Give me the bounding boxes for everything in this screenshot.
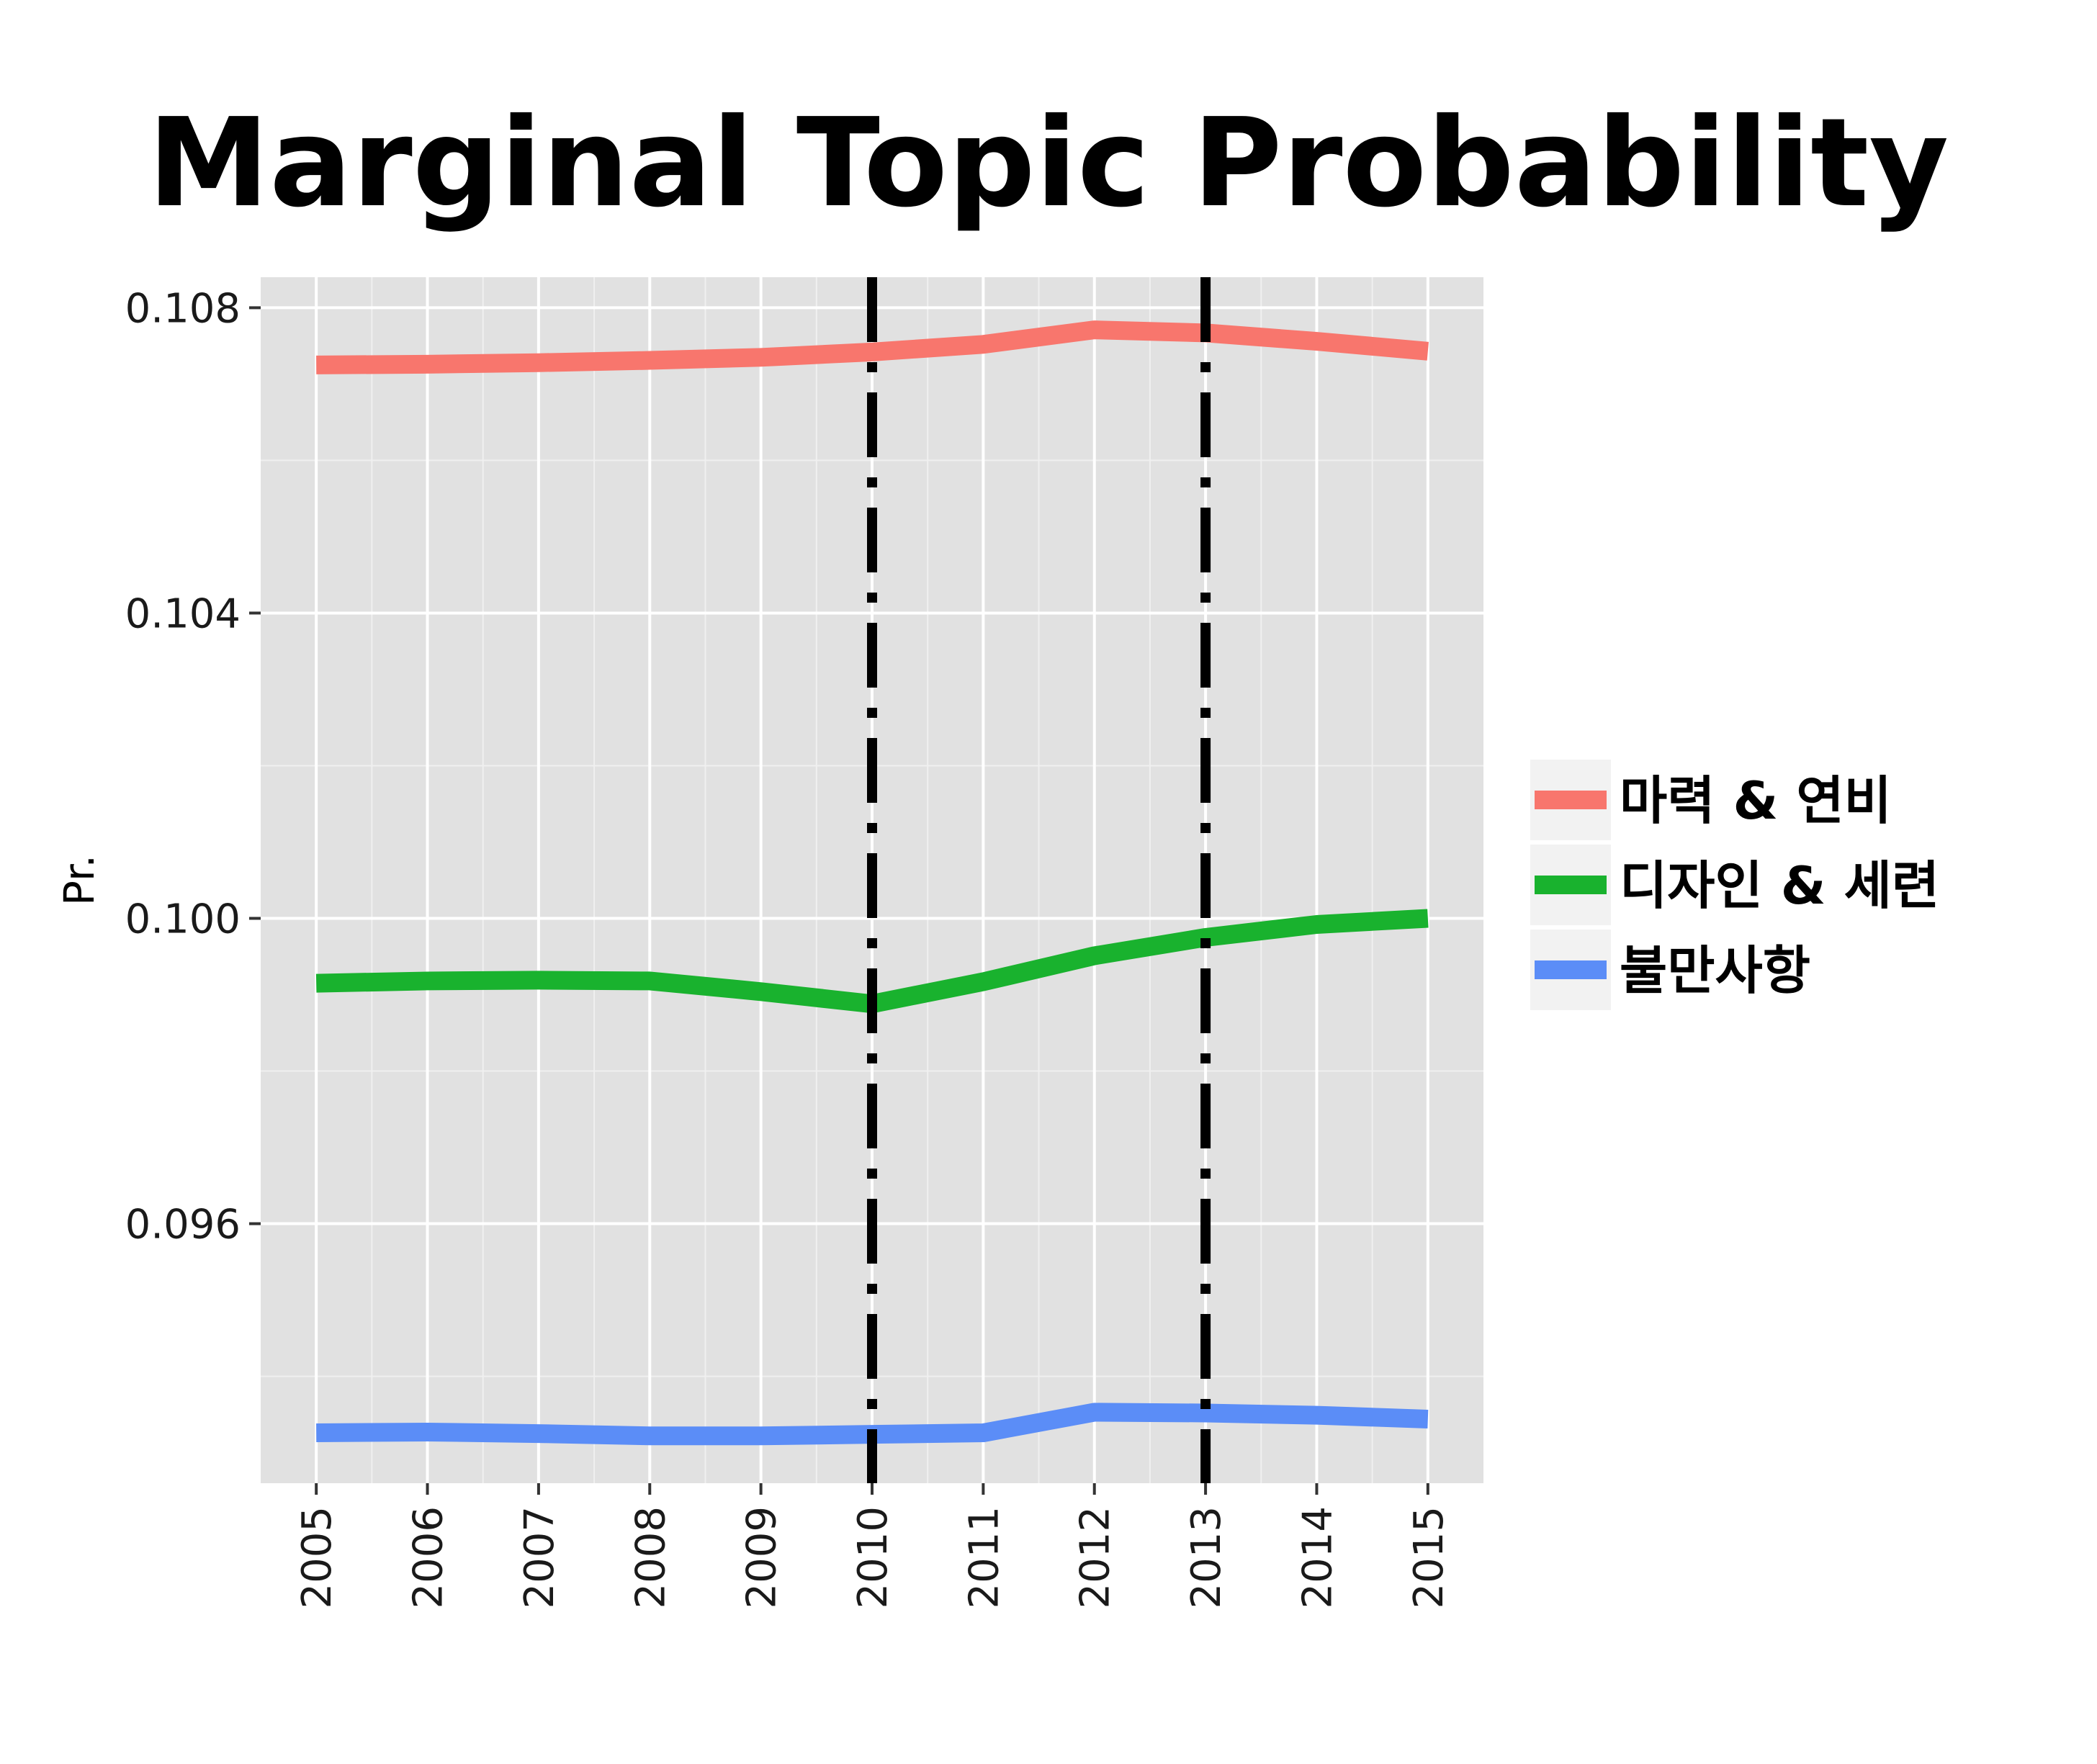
legend-label: 마력 & 연비 — [1620, 770, 1892, 831]
x-tick-label: 2010 — [850, 1506, 897, 1609]
y-tick-label: 0.100 — [125, 896, 241, 943]
x-tick-label: 2011 — [961, 1506, 1007, 1609]
chart-title: Marginal Topic Probability — [148, 92, 1949, 235]
x-tick-label: 2013 — [1183, 1506, 1230, 1609]
x-tick-label: 2008 — [627, 1506, 674, 1609]
plot-area: 0.096 0.100 0.104 0.108 2005 2006 2007 2008 2009… — [125, 277, 1483, 1609]
x-tick-label: 2012 — [1072, 1506, 1119, 1609]
x-tick-label: 2014 — [1294, 1506, 1341, 1609]
legend-label: 불만사항 — [1620, 940, 1810, 1001]
series-line-1 — [316, 320, 1429, 374]
x-tick-label: 2009 — [739, 1506, 786, 1609]
y-tick-label: 0.108 — [125, 285, 241, 332]
x-tick-label: 2006 — [405, 1506, 452, 1609]
y-tick-label: 0.096 — [125, 1202, 241, 1248]
x-tick-label: 2005 — [294, 1506, 341, 1609]
y-axis-label: Pr. — [55, 855, 104, 906]
y-tick-label: 0.104 — [125, 590, 241, 637]
x-tick-label: 2007 — [516, 1506, 563, 1609]
x-tick-label: 2015 — [1406, 1506, 1452, 1609]
legend-label: 디자인 & 세련 — [1620, 855, 1939, 916]
